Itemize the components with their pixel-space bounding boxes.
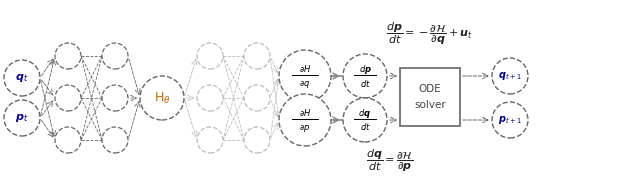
Circle shape bbox=[244, 85, 270, 111]
Text: $\boldsymbol{p}_{t+1}$: $\boldsymbol{p}_{t+1}$ bbox=[498, 114, 522, 126]
Circle shape bbox=[102, 85, 128, 111]
Text: $\partial H$: $\partial H$ bbox=[299, 63, 311, 74]
Text: $\partial H$: $\partial H$ bbox=[299, 106, 311, 117]
Text: ODE: ODE bbox=[419, 84, 442, 94]
Text: $\boldsymbol{q}_{t+1}$: $\boldsymbol{q}_{t+1}$ bbox=[498, 70, 522, 82]
Circle shape bbox=[102, 127, 128, 153]
FancyBboxPatch shape bbox=[400, 68, 460, 126]
Circle shape bbox=[102, 43, 128, 69]
Text: $dt$: $dt$ bbox=[360, 122, 371, 132]
Text: $\partial q$: $\partial q$ bbox=[300, 79, 310, 90]
Text: $\dfrac{d\boldsymbol{p}}{dt} = -\dfrac{\partial \mathcal{H}}{\partial \boldsymbo: $\dfrac{d\boldsymbol{p}}{dt} = -\dfrac{\… bbox=[387, 21, 474, 47]
Circle shape bbox=[343, 98, 387, 142]
Circle shape bbox=[197, 43, 223, 69]
Text: $d\boldsymbol{p}$: $d\boldsymbol{p}$ bbox=[358, 63, 371, 75]
Circle shape bbox=[55, 85, 81, 111]
Text: $\dfrac{d\boldsymbol{q}}{dt} = \dfrac{\partial \mathcal{H}}{\partial \boldsymbol: $\dfrac{d\boldsymbol{q}}{dt} = \dfrac{\p… bbox=[366, 148, 413, 174]
Circle shape bbox=[197, 127, 223, 153]
Circle shape bbox=[140, 76, 184, 120]
Circle shape bbox=[4, 100, 40, 136]
Text: $dt$: $dt$ bbox=[360, 77, 371, 89]
Circle shape bbox=[55, 43, 81, 69]
Text: $\boldsymbol{p}_t$: $\boldsymbol{p}_t$ bbox=[15, 112, 29, 124]
Text: solver: solver bbox=[414, 100, 446, 110]
Circle shape bbox=[492, 58, 528, 94]
Text: $\boldsymbol{q}_t$: $\boldsymbol{q}_t$ bbox=[15, 72, 29, 84]
Circle shape bbox=[55, 127, 81, 153]
Circle shape bbox=[4, 60, 40, 96]
Text: $\partial p$: $\partial p$ bbox=[300, 122, 310, 133]
Text: $d\boldsymbol{q}$: $d\boldsymbol{q}$ bbox=[358, 106, 371, 120]
Circle shape bbox=[279, 50, 331, 102]
Circle shape bbox=[244, 127, 270, 153]
Text: $\mathrm{H}_\theta$: $\mathrm{H}_\theta$ bbox=[154, 90, 170, 106]
Circle shape bbox=[343, 54, 387, 98]
Circle shape bbox=[244, 43, 270, 69]
Circle shape bbox=[197, 85, 223, 111]
Circle shape bbox=[492, 102, 528, 138]
Circle shape bbox=[279, 94, 331, 146]
